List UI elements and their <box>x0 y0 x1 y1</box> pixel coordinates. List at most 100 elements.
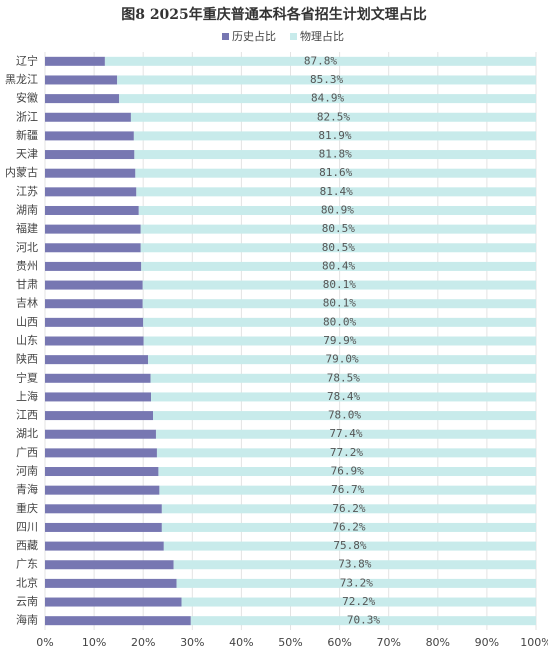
chart-title: 图8 2025年重庆普通本科各省招生计划文理占比 <box>121 6 427 23</box>
y-tick-label: 云南 <box>16 595 38 608</box>
x-tick-label: 60% <box>327 636 351 649</box>
x-tick-label: 70% <box>376 636 400 649</box>
y-tick-label: 湖南 <box>16 203 38 216</box>
bar-segment <box>45 168 136 178</box>
bar-segment <box>45 485 160 495</box>
value-label: 85.3% <box>310 73 343 86</box>
x-tick-label: 40% <box>229 636 253 649</box>
value-label: 70.3% <box>347 614 380 627</box>
bar-segment <box>45 336 144 346</box>
bar-segment <box>45 205 139 215</box>
value-label: 87.8% <box>304 54 337 67</box>
bar-segment <box>45 94 120 104</box>
bar-segment <box>161 522 536 532</box>
value-label: 80.5% <box>322 241 355 254</box>
legend-label: 物理占比 <box>300 29 344 43</box>
bar-segment <box>45 355 149 365</box>
bar-segment <box>45 392 152 402</box>
bar-segment <box>45 280 143 290</box>
bar-segment <box>104 56 536 66</box>
x-tick-label: 0% <box>36 636 53 649</box>
value-label: 77.2% <box>330 446 363 459</box>
legend-swatch <box>222 33 229 40</box>
value-label: 79.0% <box>325 353 358 366</box>
x-tick-label: 80% <box>426 636 450 649</box>
value-label: 80.9% <box>321 203 354 216</box>
y-tick-label: 江西 <box>16 409 38 422</box>
bar-segment <box>156 448 536 458</box>
x-tick-label: 90% <box>475 636 499 649</box>
y-tick-label: 内蒙古 <box>5 165 38 179</box>
y-tick-label: 江苏 <box>16 185 38 198</box>
bar-segment <box>45 373 151 383</box>
bar-segment <box>119 94 537 104</box>
bar-segment <box>190 616 536 626</box>
value-label: 73.8% <box>338 558 371 571</box>
bar-segment <box>45 541 164 551</box>
value-label: 81.9% <box>318 129 351 142</box>
y-tick-label: 甘肃 <box>16 278 38 291</box>
value-label: 81.4% <box>320 185 353 198</box>
bar-segment <box>176 578 536 588</box>
y-tick-label: 贵州 <box>16 259 38 272</box>
value-label: 80.5% <box>322 222 355 235</box>
y-tick-label: 北京 <box>16 575 38 589</box>
value-label: 81.8% <box>319 148 352 161</box>
bar-segment <box>45 299 143 309</box>
value-label: 78.5% <box>327 371 360 384</box>
value-label: 78.4% <box>327 390 360 403</box>
bar-segment <box>141 261 536 271</box>
bar-segment <box>159 485 536 495</box>
value-label: 80.4% <box>322 259 355 272</box>
value-label: 78.0% <box>328 409 361 422</box>
legend-label: 历史占比 <box>232 29 276 43</box>
y-tick-label: 山东 <box>16 334 38 347</box>
bar-segment <box>45 261 142 271</box>
bar-segment <box>148 355 537 365</box>
value-label: 80.1% <box>323 278 356 291</box>
bar-segment <box>143 336 537 346</box>
bar-segment <box>150 373 536 383</box>
bar-segment <box>142 299 537 309</box>
value-label: 82.5% <box>317 110 350 123</box>
y-tick-label: 上海 <box>16 389 38 403</box>
value-label: 79.9% <box>323 334 356 347</box>
y-tick-label: 山西 <box>16 315 38 328</box>
bar-segment <box>45 448 157 458</box>
value-label: 77.4% <box>329 427 362 440</box>
bar-segment <box>142 280 537 290</box>
bar-segment <box>45 75 118 85</box>
value-label: 80.0% <box>323 315 356 328</box>
y-tick-label: 浙江 <box>16 110 38 123</box>
value-label: 76.2% <box>332 520 365 533</box>
bar-segment <box>136 187 537 197</box>
y-tick-label: 湖北 <box>16 427 38 440</box>
bar-segment <box>45 150 135 160</box>
bar-segment <box>151 392 536 402</box>
bar-segment <box>163 541 536 551</box>
bar-segment <box>173 560 536 570</box>
y-tick-label: 陕西 <box>16 352 38 366</box>
bar-segment <box>153 411 536 421</box>
bar-segment <box>45 131 134 141</box>
y-tick-label: 吉林 <box>16 296 38 310</box>
y-tick-label: 西藏 <box>16 539 38 552</box>
bar-segment <box>45 411 154 421</box>
bar-segment <box>130 112 537 122</box>
bar-segment <box>45 522 162 532</box>
bar-segment <box>134 150 536 160</box>
bar-segment <box>117 75 536 85</box>
y-tick-label: 海南 <box>16 613 38 627</box>
y-tick-label: 广东 <box>16 558 38 571</box>
y-tick-label: 广西 <box>16 446 38 459</box>
bar-segment <box>45 224 141 234</box>
bar-segment <box>158 467 536 477</box>
bar-segment <box>140 243 536 253</box>
y-tick-label: 新疆 <box>16 128 38 142</box>
y-tick-label: 重庆 <box>16 501 38 515</box>
y-tick-label: 河北 <box>16 241 38 254</box>
value-label: 73.2% <box>340 576 373 589</box>
x-tick-label: 100% <box>520 636 548 649</box>
y-tick-label: 辽宁 <box>16 53 38 67</box>
